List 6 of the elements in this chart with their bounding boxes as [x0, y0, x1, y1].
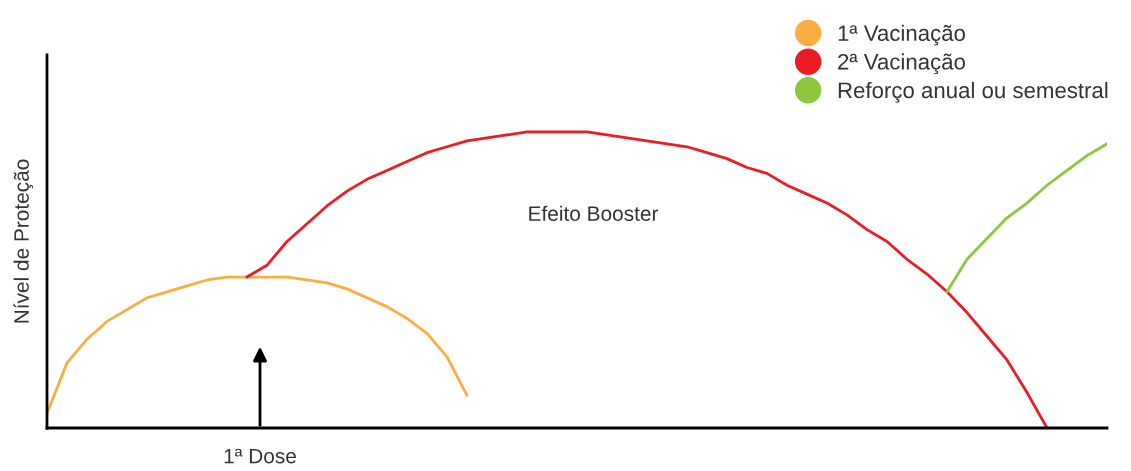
legend-label: 1ª Vacinação [838, 24, 965, 46]
legend-label: Reforço anual ou semestral [838, 81, 1108, 103]
text: 1ª Dose [224, 448, 296, 464]
y-axis-title: Nível de Proteção [13, 159, 34, 323]
legend-label: 2ª Vacinação [838, 53, 965, 75]
annotation: Efeito Booster [529, 205, 659, 221]
